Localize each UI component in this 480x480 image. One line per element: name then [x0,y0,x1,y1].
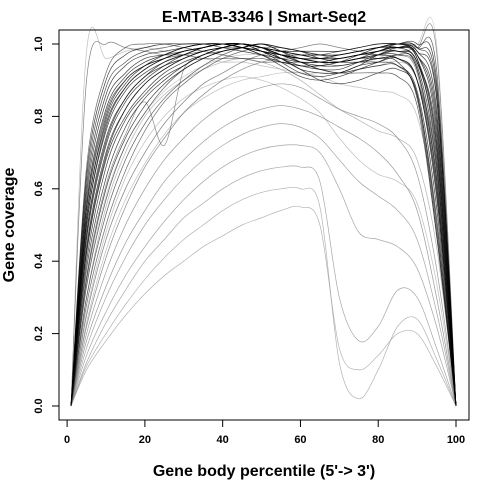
chart-title: E-MTAB-3346 | Smart-Seq2 [162,9,366,26]
coverage-curve [70,41,457,407]
coverage-curve [70,83,457,407]
coverage-curve [70,43,457,407]
plot-frame [58,29,470,421]
y-tick-label: 0.0 [33,398,45,413]
coverage-curve [70,42,457,407]
x-tick-label: 20 [139,434,151,446]
coverage-curve [70,42,457,407]
coverage-curve [70,40,457,407]
coverage-curve [70,205,457,407]
coverage-curve [70,123,457,407]
coverage-curve [70,43,457,407]
x-tick-label: 40 [217,434,229,446]
coverage-curve [70,76,457,407]
coverage-curve [70,186,457,407]
coverage-curve [70,43,457,407]
y-axis-label: Gene coverage [1,168,18,283]
y-axis-ticks: 0.0 0.2 0.4 0.6 0.8 1.0 [33,36,59,414]
coverage-curve [70,165,457,407]
coverage-curve [70,43,457,407]
y-tick-label: 0.6 [33,181,45,196]
x-axis-ticks: 0 20 40 60 80 100 [64,420,465,446]
coverage-curve [70,36,457,407]
x-tick-label: 80 [372,434,384,446]
coverage-curve [70,43,457,407]
x-tick-label: 0 [64,434,70,446]
coverage-curve [70,144,457,407]
coverage-curve [70,43,457,407]
y-tick-label: 0.4 [33,253,45,269]
coverage-curve [70,43,457,407]
y-tick-label: 1.0 [33,36,45,51]
coverage-curve [70,43,457,407]
coverage-curve [70,43,457,407]
x-tick-label: 60 [294,434,306,446]
coverage-curve [70,43,457,407]
coverage-curve [70,43,457,407]
y-tick-label: 0.8 [33,109,45,124]
coverage-curves [70,16,457,407]
y-tick-label: 0.2 [33,326,45,341]
coverage-curve [70,47,457,407]
x-tick-label: 100 [447,434,465,446]
coverage-curve [70,43,457,407]
coverage-curve [70,43,457,407]
coverage-curve [70,43,457,407]
coverage-curve [70,105,457,407]
coverage-curve [70,43,457,407]
coverage-curve [70,43,457,407]
x-axis-label: Gene body percentile (5'-> 3') [153,463,375,480]
coverage-curve [70,43,457,407]
coverage-curve [70,72,457,407]
coverage-curve [70,46,457,407]
coverage-curve [70,43,457,407]
coverage-curve [70,27,457,407]
